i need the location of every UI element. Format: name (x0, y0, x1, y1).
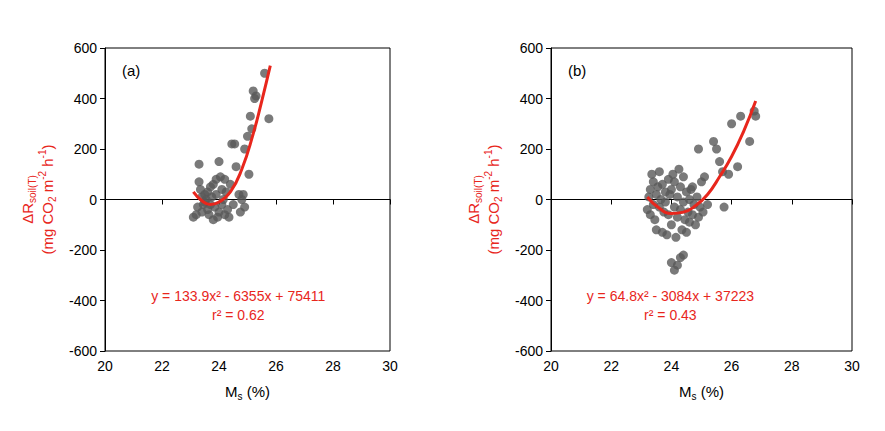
svg-text:ΔR: ΔR (465, 203, 482, 224)
svg-text:y = 64.8x² - 3084x + 37223: y = 64.8x² - 3084x + 37223 (587, 288, 755, 304)
svg-text:m: m (485, 180, 502, 197)
svg-text:600: 600 (74, 40, 98, 56)
svg-text:(%): (%) (242, 383, 270, 400)
svg-text:): ) (485, 144, 502, 149)
svg-text:20: 20 (97, 358, 113, 374)
svg-text:-600: -600 (515, 343, 543, 359)
svg-text:2: 2 (46, 196, 58, 202)
svg-text:(mg CO: (mg CO (485, 202, 502, 255)
svg-text:M: M (225, 383, 238, 400)
svg-text:r² = 0.62: r² = 0.62 (212, 307, 265, 323)
svg-text:400: 400 (74, 91, 98, 107)
svg-text:0: 0 (535, 192, 543, 208)
svg-text:h: h (39, 158, 56, 171)
svg-text:400: 400 (520, 91, 544, 107)
svg-text:200: 200 (74, 141, 98, 157)
svg-text:28: 28 (784, 358, 800, 374)
svg-text:200: 200 (520, 141, 544, 157)
svg-text:-2: -2 (482, 170, 494, 180)
svg-text:(a): (a) (122, 62, 140, 79)
svg-text:(mg CO: (mg CO (39, 202, 56, 255)
svg-text:26: 26 (724, 358, 740, 374)
svg-text:-200: -200 (69, 242, 97, 258)
svg-text:-400: -400 (69, 293, 97, 309)
svg-text:-200: -200 (515, 242, 543, 258)
svg-text:s: s (691, 390, 697, 402)
svg-text:r² = 0.43: r² = 0.43 (644, 307, 697, 323)
svg-text:24: 24 (211, 358, 227, 374)
svg-text:-400: -400 (515, 293, 543, 309)
svg-text:22: 22 (603, 358, 619, 374)
svg-text:600: 600 (520, 40, 544, 56)
svg-text:26: 26 (268, 358, 284, 374)
svg-text:h: h (485, 158, 502, 171)
svg-text:-600: -600 (69, 343, 97, 359)
svg-text:22: 22 (154, 358, 170, 374)
svg-text:ΔR: ΔR (19, 203, 36, 224)
svg-text:M: M (679, 383, 692, 400)
svg-text:): ) (39, 144, 56, 149)
svg-text:0: 0 (89, 192, 97, 208)
svg-text:2: 2 (492, 196, 504, 202)
svg-text:soil(T): soil(T) (472, 175, 484, 203)
svg-text:24: 24 (664, 358, 680, 374)
svg-text:30: 30 (382, 358, 398, 374)
svg-text:m: m (39, 180, 56, 197)
svg-text:(%): (%) (696, 383, 724, 400)
svg-text:28: 28 (325, 358, 341, 374)
svg-text:(b): (b) (568, 62, 586, 79)
svg-text:-1: -1 (36, 149, 48, 159)
svg-text:20: 20 (543, 358, 559, 374)
svg-text:-1: -1 (482, 149, 494, 159)
svg-text:-2: -2 (36, 170, 48, 180)
svg-text:s: s (237, 390, 243, 402)
svg-text:soil(T): soil(T) (26, 175, 38, 203)
svg-text:y = 133.9x² - 6355x + 75411: y = 133.9x² - 6355x + 75411 (151, 288, 325, 304)
svg-text:30: 30 (844, 358, 860, 374)
